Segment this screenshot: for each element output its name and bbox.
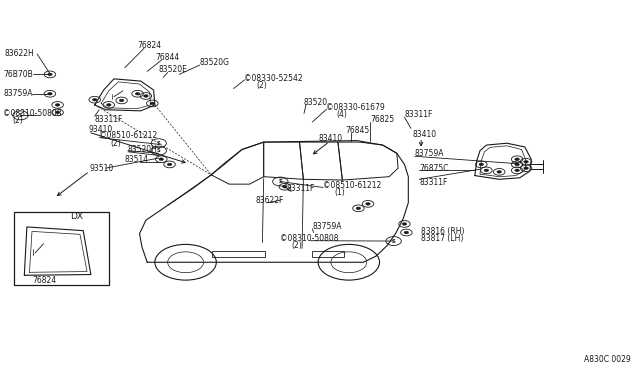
Text: S: S bbox=[157, 141, 161, 146]
Circle shape bbox=[524, 160, 529, 163]
Text: ©08310-50808: ©08310-50808 bbox=[3, 109, 61, 118]
Text: 83520H: 83520H bbox=[128, 145, 158, 154]
Text: A830C 0029: A830C 0029 bbox=[584, 355, 630, 364]
Text: 83816 (RH): 83816 (RH) bbox=[421, 227, 465, 236]
Circle shape bbox=[484, 169, 489, 172]
Text: DX: DX bbox=[70, 212, 83, 221]
Text: (2): (2) bbox=[291, 241, 302, 250]
Text: (1): (1) bbox=[334, 188, 345, 197]
Text: 76845: 76845 bbox=[346, 126, 370, 135]
Circle shape bbox=[515, 158, 520, 161]
Circle shape bbox=[55, 103, 60, 106]
Circle shape bbox=[497, 170, 502, 173]
Text: ©08510-61212: ©08510-61212 bbox=[99, 131, 157, 140]
Circle shape bbox=[119, 99, 124, 102]
Text: ©08310-50808: ©08310-50808 bbox=[280, 234, 339, 243]
Text: S: S bbox=[278, 179, 282, 184]
Text: 83520E: 83520E bbox=[159, 65, 188, 74]
Circle shape bbox=[106, 103, 111, 106]
Circle shape bbox=[402, 222, 407, 225]
Text: 76875C: 76875C bbox=[419, 164, 449, 173]
Text: 83410: 83410 bbox=[319, 134, 343, 143]
Bar bbox=[212, 251, 265, 257]
Bar bbox=[312, 251, 344, 257]
Text: (2): (2) bbox=[13, 116, 24, 125]
Circle shape bbox=[143, 94, 148, 97]
Text: ©08510-61212: ©08510-61212 bbox=[323, 181, 381, 190]
Text: 83622H: 83622H bbox=[4, 49, 34, 58]
Text: 83817 (LH): 83817 (LH) bbox=[421, 234, 463, 243]
Circle shape bbox=[365, 202, 371, 205]
Circle shape bbox=[356, 207, 361, 210]
Circle shape bbox=[167, 163, 172, 166]
Circle shape bbox=[515, 163, 520, 166]
Text: 83311F: 83311F bbox=[419, 178, 447, 187]
Text: 83520G: 83520G bbox=[200, 58, 230, 67]
Circle shape bbox=[150, 102, 155, 105]
Text: S: S bbox=[157, 148, 161, 153]
Circle shape bbox=[524, 167, 529, 170]
Text: S: S bbox=[19, 113, 22, 118]
Text: 76825: 76825 bbox=[370, 115, 394, 124]
Text: 83759A: 83759A bbox=[415, 149, 444, 158]
Text: 83311F: 83311F bbox=[287, 185, 315, 193]
Circle shape bbox=[159, 158, 164, 161]
Text: 76B70B: 76B70B bbox=[3, 70, 33, 79]
Text: 93410: 93410 bbox=[88, 125, 113, 134]
Circle shape bbox=[92, 98, 97, 101]
Text: 76824: 76824 bbox=[33, 276, 57, 285]
Bar bbox=[14, 212, 109, 285]
Text: 76824: 76824 bbox=[138, 41, 162, 50]
Text: 83311F: 83311F bbox=[95, 115, 123, 124]
Circle shape bbox=[515, 169, 520, 172]
Text: 76844: 76844 bbox=[155, 53, 179, 62]
Circle shape bbox=[479, 163, 484, 166]
Text: 93510: 93510 bbox=[90, 164, 114, 173]
Text: 83759A: 83759A bbox=[3, 89, 33, 98]
Text: (2): (2) bbox=[256, 81, 267, 90]
Text: 83759A: 83759A bbox=[312, 222, 342, 231]
Text: (4): (4) bbox=[336, 110, 347, 119]
Text: ©08330-52542: ©08330-52542 bbox=[244, 74, 303, 83]
Circle shape bbox=[135, 92, 140, 95]
Circle shape bbox=[55, 111, 60, 114]
Text: 83311F: 83311F bbox=[404, 110, 433, 119]
Circle shape bbox=[282, 185, 287, 188]
Circle shape bbox=[47, 92, 52, 95]
Circle shape bbox=[47, 73, 52, 76]
Circle shape bbox=[404, 231, 409, 234]
Text: (2): (2) bbox=[110, 139, 121, 148]
Text: 83622F: 83622F bbox=[256, 196, 284, 205]
Text: 83520: 83520 bbox=[304, 98, 328, 107]
Text: ©08330-61679: ©08330-61679 bbox=[326, 103, 385, 112]
Text: S: S bbox=[392, 238, 396, 244]
Text: 83514: 83514 bbox=[125, 155, 149, 164]
Text: 83410: 83410 bbox=[413, 130, 437, 139]
